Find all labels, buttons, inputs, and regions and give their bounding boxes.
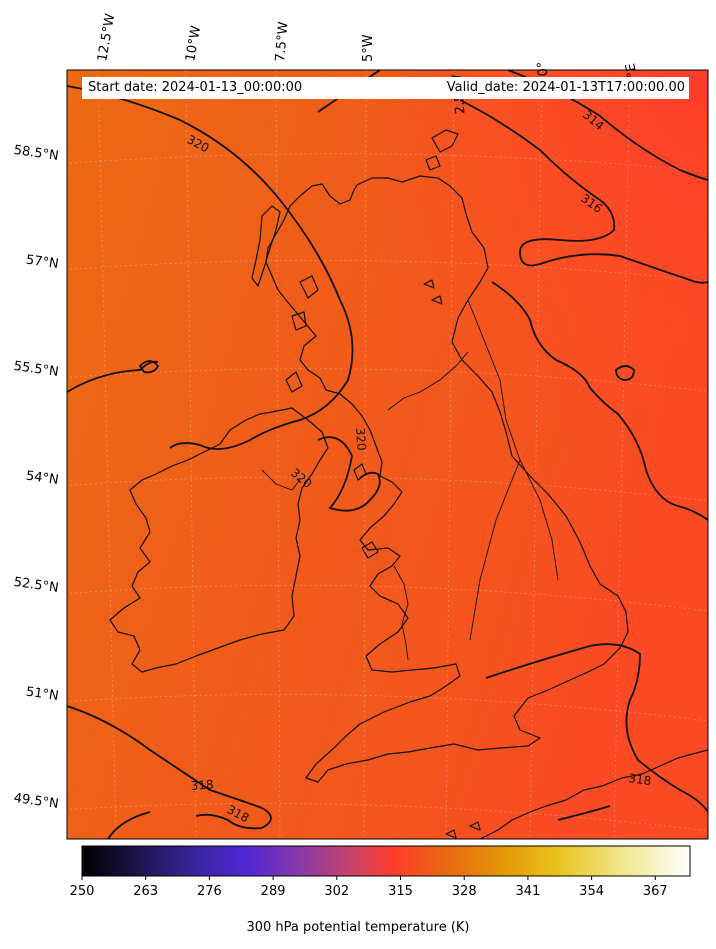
great-britain-coast (265, 175, 629, 783)
colorbar-tick-label: 276 (196, 884, 222, 899)
lat-label: 49.5°N (13, 791, 60, 812)
colorbar (81, 845, 691, 877)
colorbar-tick-label: 341 (515, 884, 541, 899)
outer-hebrides (251, 205, 281, 287)
contour-316 (459, 99, 708, 284)
header-annotation (82, 77, 689, 99)
colorbar-tick-label: 302 (324, 884, 350, 899)
colorbar-tick-label: 289 (260, 884, 286, 899)
france-coast (479, 749, 708, 839)
channel-islands (445, 821, 481, 839)
lon-label: 7.5°W (273, 21, 291, 62)
loch-1 (423, 279, 435, 289)
lat-label: 58.5°N (13, 143, 60, 164)
lat-label: 57°N (25, 253, 60, 272)
lon-label: 5°W (361, 34, 376, 62)
colorbar-tick-label: 367 (642, 884, 668, 899)
map-area: 320 320 320 314 316 318 318 318 (67, 70, 708, 839)
ni-border (261, 469, 301, 491)
contour-320-irish-sea (317, 436, 381, 512)
start-date-label: Start date: 2024-01-13_00:00:00 (88, 80, 303, 95)
loch-2 (431, 295, 443, 305)
scotland-england-border (387, 351, 469, 411)
contour-316-east (491, 281, 708, 521)
colorbar-ticks (81, 876, 656, 880)
coastlines (109, 129, 708, 839)
contour-318-south (67, 643, 708, 839)
colorbar-tick-label: 250 (69, 884, 95, 899)
colorbar-tick-label: 328 (451, 884, 477, 899)
contour-small-loop-2 (138, 360, 160, 374)
contour-label: 318 (628, 771, 653, 788)
lat-label: 54°N (25, 469, 60, 488)
lon-label: 12.5°W (95, 12, 118, 62)
colorbar-tick-label: 263 (133, 884, 159, 899)
lat-label: 55.5°N (13, 359, 60, 380)
colorbar-title: 300 hPa potential temperature (K) (246, 920, 470, 935)
wales-england-border (393, 565, 409, 661)
contour-318-southeast (557, 805, 611, 821)
temperature-field-east (67, 70, 708, 839)
map-border (66, 69, 709, 840)
contour-label: 318 (190, 777, 214, 793)
lon-label: 10°W (183, 25, 204, 63)
anglesey (361, 541, 379, 559)
inner-islands (285, 275, 319, 393)
orkney-islands (425, 129, 459, 171)
county-lines (467, 299, 559, 641)
ireland-coast (109, 407, 329, 673)
colorbar-tick-label: 354 (579, 884, 605, 899)
colorbar-tick-label: 315 (388, 884, 413, 899)
contour-label: 320 (353, 427, 369, 451)
lat-label: 52.5°N (13, 575, 60, 596)
borders (261, 299, 559, 661)
lon-label: 0° (535, 61, 551, 77)
valid-date-label: Valid_date: 2024-01-13T17:00:00.00 (446, 80, 685, 95)
lat-label: 51°N (25, 685, 60, 704)
contour-small-loop (615, 365, 635, 381)
